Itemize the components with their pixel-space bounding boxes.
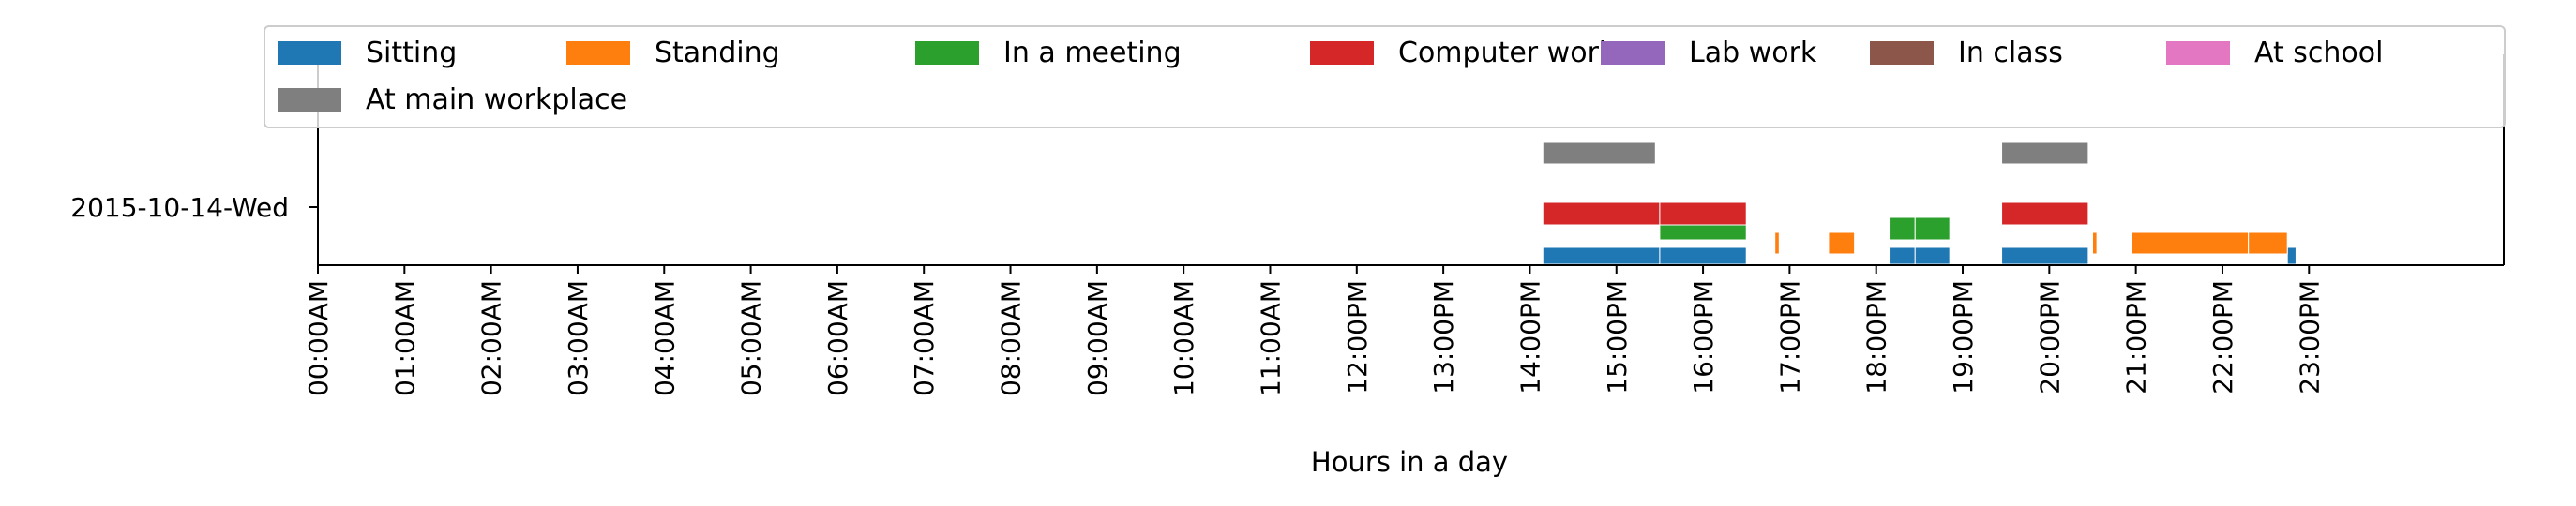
x-tick-label: 05:00AM: [736, 280, 767, 396]
x-tick-label: 03:00AM: [563, 280, 594, 396]
legend-label: At school: [2254, 37, 2383, 69]
x-tick-label: 22:00PM: [2207, 280, 2238, 394]
x-tick-label: 17:00PM: [1774, 280, 1805, 394]
bar-computer-work-1: [1659, 201, 1747, 226]
legend-swatch: [915, 41, 979, 65]
legend-label: In a meeting: [1003, 37, 1182, 69]
bar-standing-1: [1828, 231, 1856, 255]
legend-label: In class: [1958, 37, 2063, 69]
x-tick-label: 01:00AM: [389, 280, 420, 396]
bar-sitting-2: [1889, 246, 1916, 265]
x-tick-label: 04:00AM: [649, 280, 680, 396]
x-tick-label: 15:00PM: [1602, 280, 1633, 394]
legend-swatch: [278, 88, 341, 112]
x-tick-label: 12:00PM: [1342, 280, 1373, 394]
bar-sitting-1: [1659, 246, 1747, 265]
x-tick-label: 21:00PM: [2121, 280, 2152, 394]
bar-at-main-workplace-0: [1542, 141, 1656, 165]
bar-sitting-0: [1542, 246, 1661, 265]
x-tick-label: 09:00AM: [1082, 280, 1113, 396]
bar-at-main-workplace-1: [2001, 141, 2089, 165]
legend-box: [264, 25, 2506, 128]
bar-sitting-5: [2286, 246, 2297, 265]
legend-label: Computer work: [1398, 37, 1616, 69]
bar-computer-work-2: [2001, 201, 2089, 226]
legend-swatch: [278, 41, 341, 65]
x-tick-label: 00:00AM: [303, 280, 334, 396]
x-tick-label: 07:00AM: [909, 280, 940, 396]
x-tick-label: 11:00AM: [1255, 280, 1286, 396]
bar-computer-work-0: [1542, 201, 1661, 226]
x-tick-label: 13:00PM: [1428, 280, 1459, 394]
legend-swatch: [1870, 41, 1934, 65]
x-tick-label: 14:00PM: [1514, 280, 1545, 394]
x-tick-label: 08:00AM: [996, 280, 1027, 396]
bar-sitting-3: [1914, 246, 1951, 265]
bar-standing-2: [2091, 231, 2098, 255]
x-tick-label: 02:00AM: [476, 280, 507, 396]
x-tick-label: 10:00AM: [1168, 280, 1199, 396]
bar-in-a-meeting-1: [1889, 216, 1916, 241]
legend-label: Lab work: [1689, 37, 1817, 69]
legend-swatch: [566, 41, 630, 65]
bar-standing-4: [2248, 231, 2288, 255]
legend: Sitting Standing In a meeting Computer work…: [264, 25, 2506, 128]
bar-sitting-4: [2001, 246, 2089, 265]
x-axis-label: Hours in a day: [1311, 446, 1508, 478]
bar-in-a-meeting-2: [1914, 216, 1951, 241]
x-tick-label: 18:00PM: [1861, 280, 1892, 394]
legend-label: Sitting: [366, 37, 457, 69]
y-tick-label-day: 2015-10-14-Wed: [70, 192, 289, 223]
bar-standing-0: [1774, 231, 1780, 255]
x-tick-label: 16:00PM: [1688, 280, 1719, 394]
x-tick-label: 20:00PM: [2034, 280, 2065, 394]
timeline-bars: [1542, 141, 2297, 265]
x-tick-label: 19:00PM: [1948, 280, 1979, 394]
legend-swatch: [1601, 41, 1665, 65]
legend-swatch: [2166, 41, 2230, 65]
legend-label: At main workplace: [366, 83, 627, 116]
legend-swatch: [1310, 41, 1374, 65]
x-tick-label: 23:00PM: [2294, 280, 2325, 394]
bar-standing-3: [2131, 231, 2250, 255]
chart-axes: 00:00AM 01:00AM 02:00AM 03:00AM 04:00AM 05:00…: [303, 54, 2505, 396]
x-tick-label: 06:00AM: [822, 280, 853, 396]
legend-label: Standing: [655, 37, 780, 69]
